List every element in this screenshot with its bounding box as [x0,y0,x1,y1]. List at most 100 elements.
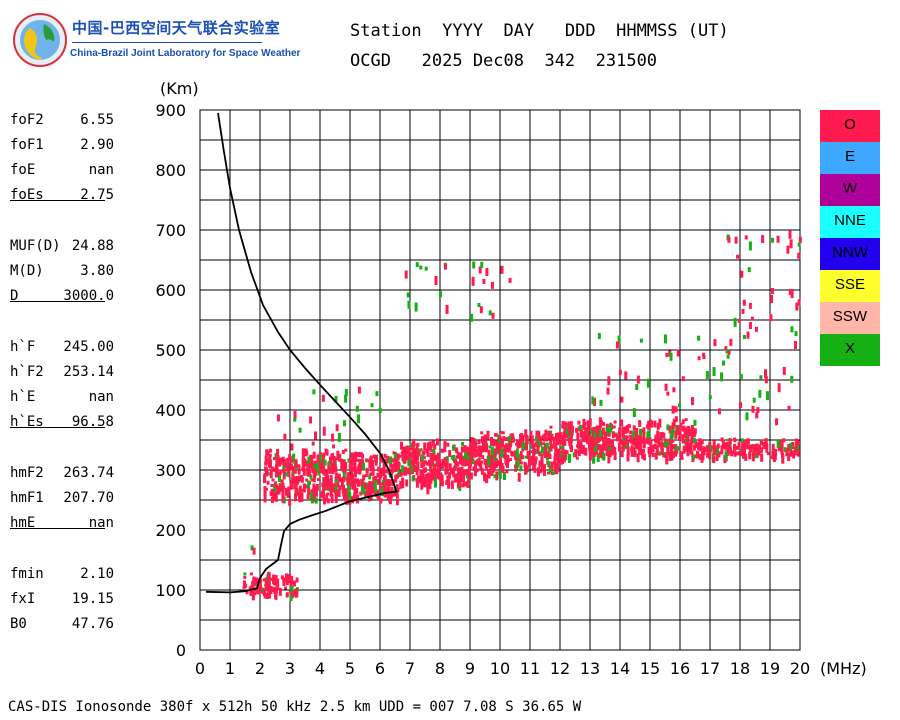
echo-point-o [330,453,334,461]
echo-point-o [672,451,676,459]
echo-point-o [702,352,706,357]
echo-point-o [353,481,357,491]
echo-point-o [648,437,652,446]
echo-point-x [370,403,374,408]
echo-point-o [435,454,439,458]
echo-point-o [307,486,311,495]
echo-point-o [563,438,567,446]
echo-point-x [487,456,491,466]
echo-point-o [600,430,604,438]
echo-point-o [620,396,624,403]
echo-point-o [792,450,796,459]
echo-point-o [405,455,409,461]
x-tick-label: 9 [465,659,475,678]
echo-point-o [367,490,371,496]
echo-point-o [301,452,305,458]
echo-point-o [680,456,684,460]
echo-point-o [386,455,390,462]
echo-point-x [540,446,544,454]
echo-point-o [754,326,758,332]
echo-point-o [471,276,475,286]
echo-point-o [339,477,343,483]
echo-point-o [698,439,702,445]
echo-point-o [483,434,487,440]
echo-point-o [349,462,353,472]
echo-point-o [485,443,489,453]
echo-point-o [793,341,797,350]
echo-point-o [282,458,286,466]
echo-point-o [291,592,295,598]
echo-point-o [264,584,268,592]
echo-point-o [609,424,613,429]
echo-point-o [502,436,506,442]
echo-point-o [656,430,660,438]
echo-point-x [498,469,502,476]
echo-point-o [481,455,485,460]
echo-point-x [677,403,681,408]
echo-point-o [561,436,565,445]
x-tick-label: 8 [435,659,445,678]
echo-point-o [607,376,611,386]
echo-point-o [421,451,425,455]
echo-point-o [334,495,338,504]
echo-point-o [276,414,280,422]
echo-point-o [560,454,564,464]
echo-point-x [691,454,695,460]
echo-point-o [607,450,611,458]
echo-point-o [492,452,496,459]
echo-point-o [269,469,273,479]
echo-point-o [486,430,490,440]
echo-point-o [294,590,298,598]
echo-point-o [312,478,316,483]
echo-point-o [678,431,682,439]
echo-point-o [264,467,268,476]
echo-point-x [347,458,351,463]
echo-point-o [368,480,372,489]
echo-point-o [453,473,457,483]
echo-point-o [491,467,495,473]
echo-point-o [371,487,375,493]
echo-point-o [574,449,578,458]
echo-point-o [268,456,272,465]
echo-point-o [461,458,465,466]
echo-point-x [378,407,382,413]
y-tick-label: 100 [155,581,186,600]
echo-point-o [443,263,447,270]
echo-point-o [474,443,478,449]
echo-point-o [321,482,325,487]
echo-point-o [441,481,445,485]
echo-point-o [632,447,636,454]
echo-point-o [443,443,447,453]
echo-point-o [687,442,691,448]
echo-point-o [452,459,456,463]
echo-point-o [701,448,705,456]
echo-point-o [332,455,336,463]
echo-point-o [444,458,448,462]
param-value: nan [88,515,114,531]
echo-point-o [426,451,430,457]
echo-point-o [326,483,330,488]
echo-point-o [569,421,573,430]
echo-point-o [579,430,583,437]
echo-point-o [407,450,411,454]
echo-point-o [397,461,401,470]
echo-point-o [595,425,599,433]
echo-point-o [424,473,428,483]
echo-point-o [534,442,538,448]
echo-point-o [361,453,365,459]
echo-point-o [538,460,542,468]
x-tick-label: 4 [315,659,325,678]
echo-point-o [697,356,701,361]
echo-point-x [310,497,314,504]
parameter-list: foF2 6.55 foF1 2.90 foE nan foEs 2.75 MUF(D) 24.8… [10,108,120,637]
param-label: MUF(D) [10,238,61,254]
echo-point-o [282,470,286,480]
echo-point-o [607,456,611,464]
echo-point-x [524,455,528,459]
echo-point-o [705,445,709,452]
echo-point-o [336,481,340,488]
echo-point-o [473,462,477,471]
echo-point-o [725,442,729,450]
echo-point-o [589,436,593,442]
echo-point-o [649,448,653,455]
